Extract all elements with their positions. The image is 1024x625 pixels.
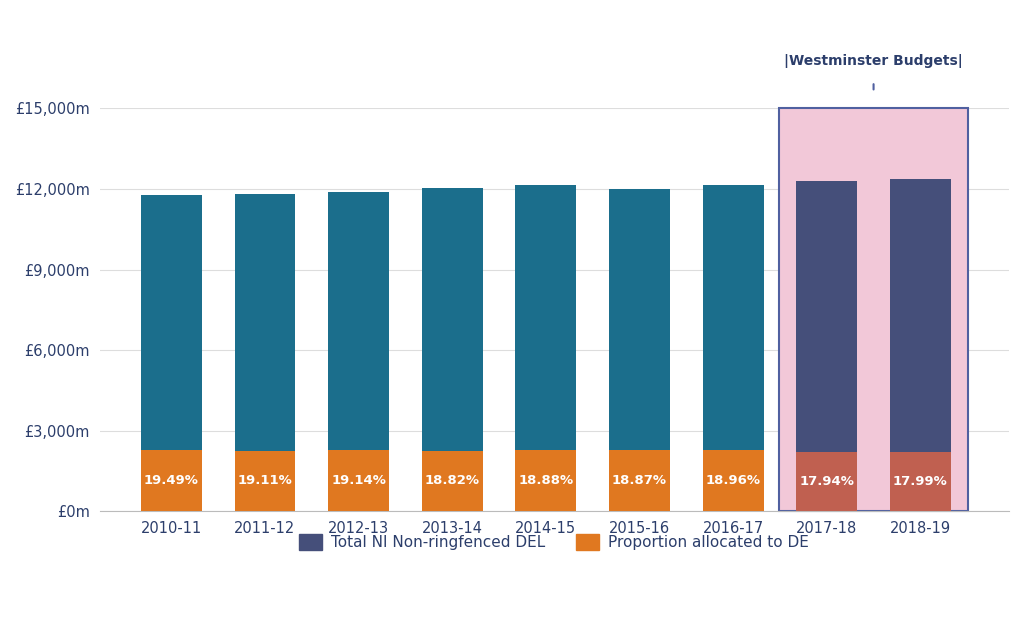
Text: 18.82%: 18.82% <box>425 474 480 488</box>
Bar <box>422 188 482 451</box>
Bar <box>702 186 764 449</box>
Bar <box>328 450 389 511</box>
Bar <box>141 449 202 511</box>
Text: 18.87%: 18.87% <box>612 474 667 488</box>
Text: 18.88%: 18.88% <box>518 474 573 487</box>
Bar <box>234 451 295 511</box>
Text: 17.99%: 17.99% <box>893 475 948 488</box>
Bar <box>515 450 577 511</box>
Text: 17.94%: 17.94% <box>800 475 854 488</box>
Bar <box>328 192 389 450</box>
Bar <box>702 449 764 511</box>
Bar <box>609 451 670 511</box>
Bar <box>890 451 951 511</box>
Bar <box>422 451 482 511</box>
Bar <box>797 181 857 452</box>
Bar <box>609 189 670 451</box>
Bar <box>141 195 202 449</box>
Bar <box>234 194 295 451</box>
Bar <box>890 179 951 451</box>
Text: 19.14%: 19.14% <box>331 474 386 488</box>
Text: 19.11%: 19.11% <box>238 474 293 488</box>
Text: 19.49%: 19.49% <box>144 474 199 487</box>
Bar <box>797 452 857 511</box>
Text: |Westminster Budgets|: |Westminster Budgets| <box>784 54 963 68</box>
Bar <box>779 108 968 511</box>
Bar <box>515 185 577 450</box>
Legend: Total NI Non-ringfenced DEL, Proportion allocated to DE: Total NI Non-ringfenced DEL, Proportion … <box>293 528 815 556</box>
Text: 18.96%: 18.96% <box>706 474 761 487</box>
